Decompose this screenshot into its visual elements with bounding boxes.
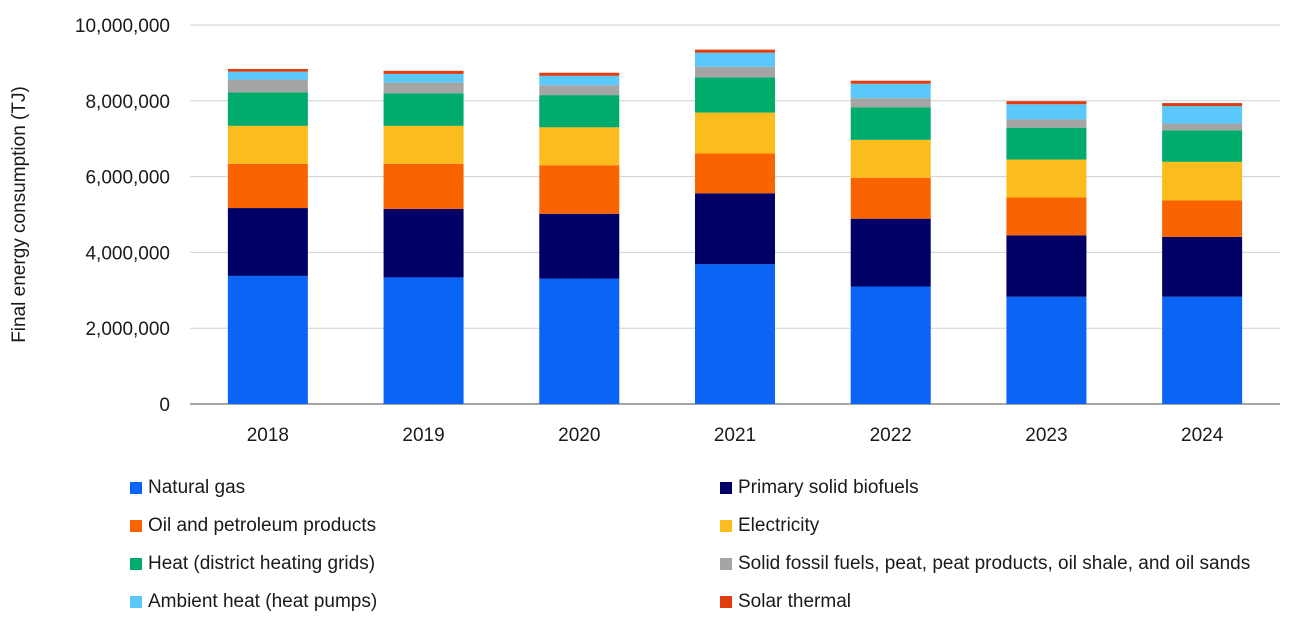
- legend-swatch: [130, 558, 142, 570]
- legend-label: Solar thermal: [738, 591, 851, 612]
- bar-segment: [695, 49, 775, 53]
- legend-label: Natural gas: [148, 477, 246, 498]
- bar-segment: [695, 112, 775, 154]
- bar-segment: [1162, 123, 1243, 131]
- bar-segment: [383, 125, 464, 164]
- bar-segment: [850, 107, 931, 140]
- bar-segment: [227, 163, 308, 209]
- bar-segment: [383, 93, 464, 126]
- legend-label: Electricity: [738, 515, 820, 536]
- bar-segment: [850, 98, 931, 108]
- bar-segment: [539, 127, 620, 166]
- bar-segment: [539, 95, 620, 128]
- bar-segment: [227, 79, 308, 93]
- bar-segment: [695, 77, 775, 113]
- x-tick-label: 2018: [247, 425, 289, 446]
- legend-item: Electricity: [720, 514, 819, 538]
- x-tick-label: 2022: [870, 425, 912, 446]
- bar-segment: [227, 208, 308, 276]
- bar-segment: [383, 82, 464, 94]
- bar-segment: [695, 52, 775, 67]
- bar-segment: [539, 72, 620, 76]
- x-tick-label: 2023: [1025, 425, 1067, 446]
- legend-label: Primary solid biofuels: [738, 477, 919, 498]
- bar-segment: [539, 75, 620, 86]
- legend-swatch: [720, 520, 732, 532]
- bar-segment: [1162, 200, 1243, 237]
- y-tick-label: 0: [159, 395, 170, 416]
- legend-item: Heat (district heating grids): [130, 552, 375, 576]
- stacked-bar-chart: 0 2,000,000 4,000,000 6,000,000 8,000,000 10,…: [9, 16, 1280, 446]
- bar-segment: [227, 68, 308, 72]
- bar-segment: [1162, 236, 1243, 297]
- bar-segment: [1162, 130, 1243, 162]
- y-tick-label: 2,000,000: [85, 319, 170, 340]
- bar-segment: [850, 83, 931, 99]
- bar-segment: [1006, 101, 1087, 105]
- bar-segment: [1162, 296, 1243, 404]
- legend-label: Heat (district heating grids): [148, 553, 376, 574]
- bar-segment: [1006, 197, 1087, 236]
- legend-label: Ambient heat (heat pumps): [148, 591, 378, 612]
- legend-item: Solid fossil fuels, peat, peat products,…: [720, 552, 1250, 576]
- bar-segment: [850, 218, 931, 287]
- bar-segment: [227, 125, 308, 164]
- bar-segment: [850, 177, 931, 219]
- bar-segment: [1006, 127, 1087, 160]
- y-tick-label: 6,000,000: [85, 168, 170, 189]
- chart-legend: Natural gas Primary solid biofuels Oil and…: [130, 476, 1300, 626]
- y-axis-label: Final energy consumption (TJ): [9, 86, 30, 343]
- bar-segment: [539, 278, 620, 404]
- x-tick-label: 2019: [402, 425, 444, 446]
- x-tick-label: 2021: [714, 425, 756, 446]
- bar-segment: [383, 208, 464, 278]
- bar-segment: [1006, 296, 1087, 404]
- bar-segment: [539, 85, 620, 96]
- bar-segment: [227, 71, 308, 80]
- bar-segment: [695, 193, 775, 265]
- legend-item: Oil and petroleum products: [130, 514, 376, 538]
- bar-segment: [1006, 159, 1087, 198]
- bar-segment: [695, 264, 775, 404]
- bar-segment: [1162, 161, 1243, 201]
- y-tick-label: 10,000,000: [75, 16, 170, 37]
- bar-segment: [383, 163, 464, 209]
- legend-swatch: [130, 520, 142, 532]
- bar-segment: [383, 70, 464, 74]
- bar-segment: [850, 80, 931, 84]
- legend-item: Ambient heat (heat pumps): [130, 590, 377, 614]
- bar-segment: [1006, 235, 1087, 297]
- legend-swatch: [720, 596, 732, 608]
- legend-item: Solar thermal: [720, 590, 851, 614]
- bar-segment: [1162, 103, 1243, 107]
- bar-segment: [383, 277, 464, 404]
- y-tick-label: 4,000,000: [85, 243, 170, 264]
- legend-swatch: [130, 482, 142, 494]
- bar-segment: [227, 275, 308, 404]
- bar-segment: [695, 66, 775, 78]
- bar-segment: [539, 213, 620, 279]
- bar-segment: [227, 92, 308, 126]
- legend-swatch: [130, 596, 142, 608]
- legend-swatch: [720, 482, 732, 494]
- legend-label: Solid fossil fuels, peat, peat products,…: [738, 553, 1251, 574]
- x-tick-label: 2020: [558, 425, 600, 446]
- bar-segment: [695, 153, 775, 194]
- bar-segment: [1006, 104, 1087, 120]
- bar-segment: [1162, 106, 1243, 124]
- bar-segment: [539, 165, 620, 214]
- legend-item: Primary solid biofuels: [720, 476, 919, 500]
- legend-swatch: [720, 558, 732, 570]
- bar-segment: [850, 286, 931, 404]
- x-tick-label: 2024: [1181, 425, 1224, 446]
- bar-segment: [850, 139, 931, 178]
- bar-segment: [1006, 119, 1087, 128]
- y-tick-label: 8,000,000: [85, 92, 170, 113]
- legend-item: Natural gas: [130, 476, 245, 500]
- bar-segment: [383, 73, 464, 83]
- legend-label: Oil and petroleum products: [148, 515, 377, 536]
